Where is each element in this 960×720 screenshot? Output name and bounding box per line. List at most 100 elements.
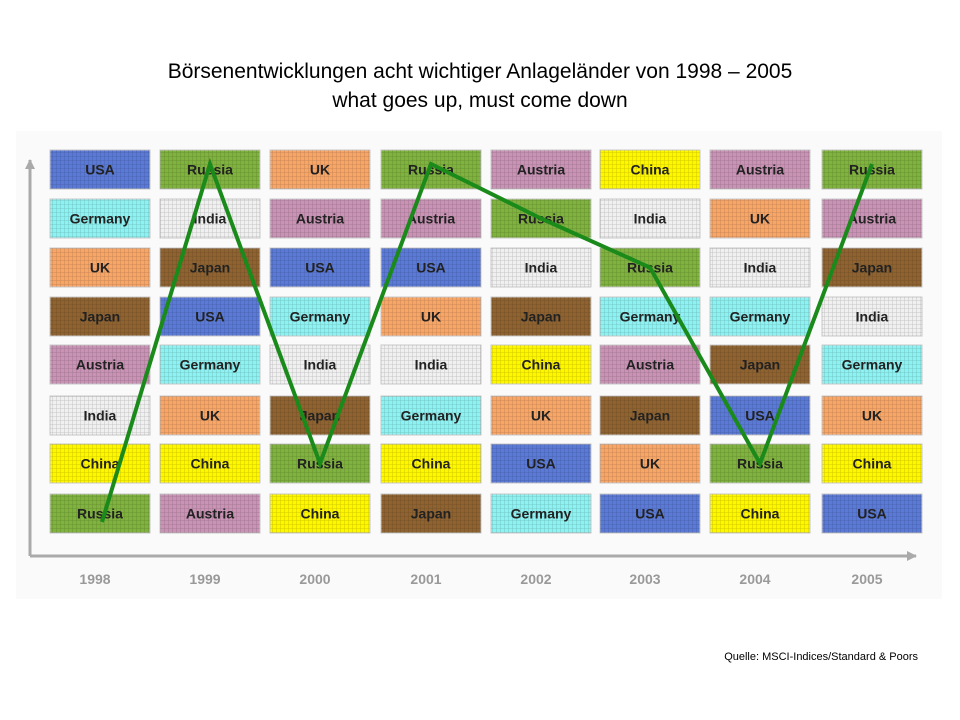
- cell-label: USA: [857, 506, 887, 522]
- cell-2003-uk: UK: [599, 443, 701, 484]
- cell-label: Austria: [296, 211, 344, 227]
- cell-label: Austria: [517, 162, 565, 178]
- chart-subtitle: what goes up, must come down: [332, 89, 628, 112]
- cell-label: USA: [745, 408, 775, 424]
- cell-2003-usa: USA: [599, 493, 701, 534]
- cell-label: Austria: [848, 211, 896, 227]
- cell-2002-uk: UK: [490, 395, 592, 436]
- cell-2004-austria: Austria: [709, 149, 811, 190]
- cell-label: India: [634, 211, 667, 227]
- cell-label: China: [631, 162, 670, 178]
- russia-trend-line: [100, 157, 874, 523]
- cell-label: Japan: [852, 260, 892, 276]
- cell-1999-japan: Japan: [159, 247, 261, 288]
- cell-label: India: [415, 357, 448, 373]
- cell-2004-china: China: [709, 493, 811, 534]
- cell-label: India: [84, 408, 117, 424]
- year-label-1999: 1999: [189, 571, 220, 587]
- cell-2005-germany: Germany: [821, 344, 923, 385]
- cell-label: China: [81, 456, 120, 472]
- cell-label: Japan: [521, 309, 561, 325]
- cell-1999-germany: Germany: [159, 344, 261, 385]
- cell-label: UK: [750, 211, 770, 227]
- cell-2000-germany: Germany: [269, 296, 371, 337]
- cell-label: Japan: [80, 309, 120, 325]
- cell-1999-china: China: [159, 443, 261, 484]
- cell-2005-austria: Austria: [821, 198, 923, 239]
- cell-label: USA: [85, 162, 115, 178]
- cell-1999-uk: UK: [159, 395, 261, 436]
- cell-label: USA: [195, 309, 225, 325]
- cell-1998-usa: USA: [49, 149, 151, 190]
- cell-label: China: [301, 506, 340, 522]
- cell-label: UK: [862, 408, 882, 424]
- cell-label: China: [191, 456, 230, 472]
- cell-label: India: [194, 211, 227, 227]
- cell-1998-japan: Japan: [49, 296, 151, 337]
- year-label-2003: 2003: [629, 571, 660, 587]
- year-label-2005: 2005: [851, 571, 882, 587]
- cell-label: Germany: [180, 357, 241, 373]
- cell-1999-usa: USA: [159, 296, 261, 337]
- cell-label: USA: [416, 260, 446, 276]
- cell-1998-uk: UK: [49, 247, 151, 288]
- cell-2005-uk: UK: [821, 395, 923, 436]
- cell-label: Germany: [401, 408, 462, 424]
- cell-2000-austria: Austria: [269, 198, 371, 239]
- cell-label: Germany: [70, 211, 131, 227]
- cell-label: UK: [200, 408, 220, 424]
- cell-label: Austria: [186, 506, 234, 522]
- cell-2005-china: China: [821, 443, 923, 484]
- cell-label: Russia: [849, 162, 895, 178]
- cell-2005-india: India: [821, 296, 923, 337]
- cell-label: UK: [640, 456, 660, 472]
- cell-2001-germany: Germany: [380, 395, 482, 436]
- cell-2002-usa: USA: [490, 443, 592, 484]
- cell-label: USA: [305, 260, 335, 276]
- cell-2004-germany: Germany: [709, 296, 811, 337]
- cell-2005-usa: USA: [821, 493, 923, 534]
- cell-1998-austria: Austria: [49, 344, 151, 385]
- cell-label: Austria: [626, 357, 674, 373]
- cell-label: Japan: [411, 506, 451, 522]
- cell-label: UK: [90, 260, 110, 276]
- cell-label: Germany: [290, 309, 351, 325]
- cell-label: Germany: [842, 357, 903, 373]
- cell-2004-uk: UK: [709, 198, 811, 239]
- cell-1998-china: China: [49, 443, 151, 484]
- cell-2001-uk: UK: [380, 296, 482, 337]
- cell-2000-usa: USA: [269, 247, 371, 288]
- cell-label: India: [525, 260, 558, 276]
- cell-2003-japan: Japan: [599, 395, 701, 436]
- cell-label: Germany: [730, 309, 791, 325]
- cell-label: USA: [526, 456, 556, 472]
- cell-label: China: [522, 357, 561, 373]
- cell-2002-austria: Austria: [490, 149, 592, 190]
- cell-2001-india: India: [380, 344, 482, 385]
- cell-2005-russia: Russia: [821, 149, 923, 190]
- year-label-1998: 1998: [79, 571, 110, 587]
- cell-label: China: [412, 456, 451, 472]
- cell-2002-china: China: [490, 344, 592, 385]
- year-label-2001: 2001: [410, 571, 441, 587]
- cell-label: India: [744, 260, 777, 276]
- cell-1998-germany: Germany: [49, 198, 151, 239]
- cell-label: India: [304, 357, 337, 373]
- cell-label: UK: [531, 408, 551, 424]
- cell-1998-russia: Russia: [49, 493, 151, 534]
- cell-label: Russia: [408, 162, 454, 178]
- chart-title: Börsenentwicklungen acht wichtiger Anlag…: [167, 60, 793, 83]
- cell-label: India: [856, 309, 889, 325]
- cell-label: Austria: [736, 162, 784, 178]
- cell-label: Japan: [300, 408, 340, 424]
- cell-2002-india: India: [490, 247, 592, 288]
- cell-2004-india: India: [709, 247, 811, 288]
- cell-1999-austria: Austria: [159, 493, 261, 534]
- cell-2001-japan: Japan: [380, 493, 482, 534]
- cell-label: China: [853, 456, 892, 472]
- cell-2001-china: China: [380, 443, 482, 484]
- cell-label: Germany: [511, 506, 572, 522]
- cell-label: Japan: [630, 408, 670, 424]
- cell-label: Austria: [76, 357, 124, 373]
- year-label-2004: 2004: [739, 571, 770, 587]
